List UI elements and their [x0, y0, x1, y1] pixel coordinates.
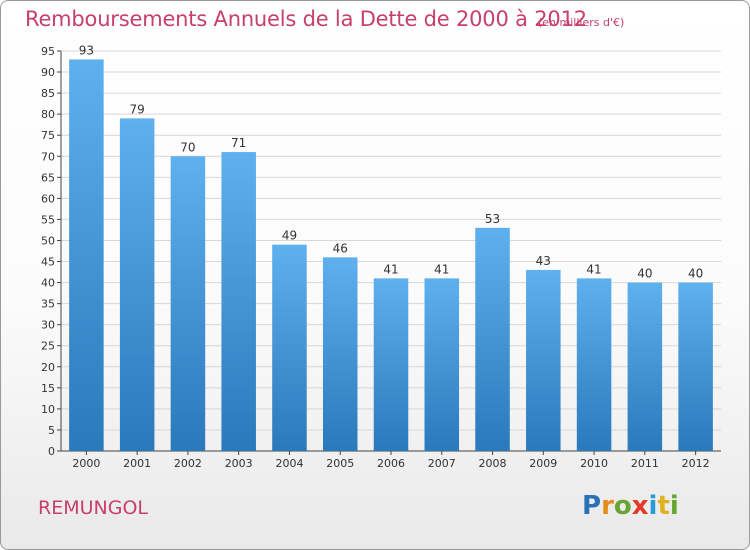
value-label-2001: 79	[130, 102, 145, 116]
bar-2012	[678, 282, 713, 451]
place-name: REMUNGOL	[38, 497, 148, 519]
x-tick-label-2006: 2006	[377, 457, 405, 470]
logo-letter: t	[657, 491, 670, 521]
value-label-2005: 46	[333, 241, 348, 255]
bar-2000	[69, 59, 104, 451]
chart-title: Remboursements Annuels de la Dette de 20…	[25, 7, 587, 31]
x-tick-label-2003: 2003	[225, 457, 253, 470]
y-tick-label: 20	[41, 361, 55, 374]
y-tick-label: 0	[48, 445, 55, 458]
bar-2008	[475, 227, 510, 451]
value-label-2004: 49	[282, 229, 297, 243]
value-label-2006: 41	[383, 262, 398, 276]
value-label-2003: 71	[231, 136, 246, 150]
value-label-2008: 53	[485, 212, 500, 226]
x-tick-label-2010: 2010	[580, 457, 608, 470]
y-tick-label: 15	[41, 382, 55, 395]
y-tick-label: 45	[41, 256, 55, 269]
y-tick-label: 30	[41, 319, 55, 332]
y-tick-label: 70	[41, 150, 55, 163]
value-label-2000: 93	[79, 43, 94, 57]
bar-2004	[272, 244, 307, 451]
proxiti-logo[interactable]: Proxiti	[582, 491, 679, 521]
bar-2003	[221, 152, 256, 452]
logo-letter: x	[631, 491, 649, 521]
logo-letter: P	[582, 491, 602, 521]
y-tick-label: 95	[41, 45, 55, 58]
logo-letter: o	[613, 491, 632, 521]
x-tick-label-2000: 2000	[72, 457, 100, 470]
x-tick-labels: 2000 2001 2002 2003 2004 2005 2006 2007 2008 2009…	[72, 457, 709, 470]
bar-2010	[576, 278, 612, 451]
y-tick-label: 80	[41, 108, 55, 121]
bar-2006	[373, 278, 409, 451]
bar-2001	[119, 118, 155, 452]
x-tick-label-2004: 2004	[275, 457, 303, 470]
y-tick-label: 90	[41, 66, 55, 79]
y-tick-label: 55	[41, 213, 55, 226]
y-tick-label: 10	[41, 403, 55, 416]
y-tick-label: 35	[41, 298, 55, 311]
bar-2002	[170, 156, 206, 451]
logo-letter: i	[669, 491, 679, 521]
x-tick-label-2008: 2008	[479, 457, 507, 470]
x-tick-label-2005: 2005	[326, 457, 354, 470]
bar-2011	[627, 282, 663, 451]
bars	[69, 59, 713, 452]
value-label-2012: 40	[688, 267, 703, 281]
y-tick-label: 5	[48, 424, 55, 437]
y-tick-label: 85	[41, 87, 55, 100]
x-tick-label-2012: 2012	[682, 457, 710, 470]
value-label-2010: 41	[586, 262, 601, 276]
logo-letter: r	[601, 491, 614, 521]
x-tick-label-2001: 2001	[123, 457, 151, 470]
value-label-2002: 70	[180, 140, 195, 154]
value-label-2011: 40	[637, 267, 652, 281]
y-tick-label: 65	[41, 171, 55, 184]
y-tick-label: 50	[41, 234, 55, 247]
y-tick-label: 25	[41, 340, 55, 353]
y-tick-label: 40	[41, 277, 55, 290]
value-label-2007: 41	[434, 262, 449, 276]
y-tick-labels: 0 5 10 15 20 25 30 35 40 45 50 55 60 65 70 75 80 85 90 95	[41, 45, 55, 458]
logo-letter: i	[648, 491, 658, 521]
x-tick-label-2002: 2002	[174, 457, 202, 470]
value-label-2009: 43	[536, 254, 551, 268]
x-tick-label-2009: 2009	[529, 457, 557, 470]
bar-2005	[322, 257, 358, 451]
value-labels: 93 79 70 71 49 46 41 41 53 43 41 40 40	[79, 43, 704, 280]
x-tick-label-2011: 2011	[631, 457, 659, 470]
x-tick-label-2007: 2007	[428, 457, 456, 470]
chart-subtitle: (en milliers d'€)	[538, 16, 625, 29]
y-tick-label: 60	[41, 192, 55, 205]
bar-2007	[424, 278, 460, 451]
bar-2009	[526, 269, 561, 451]
y-tick-label: 75	[41, 129, 55, 142]
